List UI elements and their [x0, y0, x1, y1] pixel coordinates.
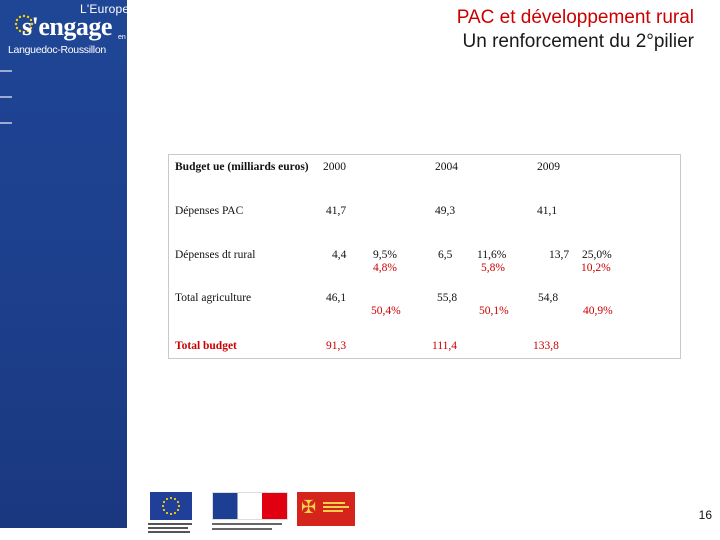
header-year-2000: 2000: [323, 161, 346, 173]
header-label: Budget ue (milliards euros): [175, 161, 309, 173]
rural-2009-pct-b: 10,2%: [581, 262, 611, 274]
rural-2009-pct-a: 25,0%: [582, 249, 612, 261]
logo-en-text: en: [118, 34, 126, 41]
row-label-rural: Dépenses dt rural: [175, 249, 256, 261]
title-line-2: Un renforcement du 2°pilier: [462, 31, 695, 52]
rural-2000-pct-b: 4,8%: [373, 262, 397, 274]
header-year-2009: 2009: [537, 161, 560, 173]
agri-2009: 54,8: [538, 292, 559, 304]
republique-francaise-caption-graphic: [212, 520, 292, 533]
rural-2000: 4,4: [332, 249, 347, 261]
band-stripe: [0, 70, 12, 72]
agri-2004: 55,8: [437, 292, 458, 304]
occitan-cross-icon: ✠: [301, 497, 317, 517]
region-languedoc-roussillon-logo: ✠: [297, 492, 355, 526]
europe-engage-logo: L'Europe s'engage en Languedoc-Roussillo…: [0, 0, 130, 62]
agri-2009-pct: 40,9%: [583, 305, 613, 317]
row-label-pac: Dépenses PAC: [175, 205, 244, 217]
logo-region-text: Languedoc-Roussillon: [8, 44, 106, 56]
band-stripe: [0, 96, 12, 98]
total-2000: 91,3: [326, 340, 347, 352]
rural-2004: 6,5: [438, 249, 453, 261]
republique-francaise-logo: [212, 492, 288, 520]
agri-2000: 46,1: [326, 292, 347, 304]
title-line-1: PAC et développement rural: [456, 7, 694, 28]
rural-2000-pct-a: 9,5%: [373, 249, 397, 261]
rural-2009: 13,7: [549, 249, 570, 261]
eu-caption-graphic: [148, 521, 198, 535]
slide-title: PAC et développement rural Un renforceme…: [457, 6, 694, 54]
eu-flag-stars-icon: [161, 496, 181, 516]
header-year-2004: 2004: [435, 161, 458, 173]
pac-2009: 41,1: [537, 205, 558, 217]
eu-stars-icon: [14, 14, 34, 34]
row-label-agriculture: Total agriculture: [175, 292, 252, 304]
logo-europe-text: L'Europe: [80, 2, 130, 16]
rural-2004-pct-b: 5,8%: [481, 262, 505, 274]
page-number: 16: [698, 508, 712, 522]
region-logo-wordmark: [323, 500, 353, 514]
total-2004: 111,4: [432, 340, 458, 352]
left-side-band: [0, 0, 127, 528]
pac-2000: 41,7: [326, 205, 347, 217]
eu-flag-logo: [150, 492, 192, 520]
band-stripe: [0, 122, 12, 124]
budget-table: Budget ue (milliards euros) 2000 2004 20…: [168, 154, 681, 359]
pac-2004: 49,3: [435, 205, 456, 217]
rural-2004-pct-a: 11,6%: [477, 249, 507, 261]
total-2009: 133,8: [533, 340, 559, 352]
agri-2004-pct: 50,1%: [479, 305, 509, 317]
agri-2000-pct: 50,4%: [371, 305, 401, 317]
row-label-total-budget: Total budget: [175, 340, 237, 352]
logo-engage-text: s'engage: [22, 12, 112, 41]
